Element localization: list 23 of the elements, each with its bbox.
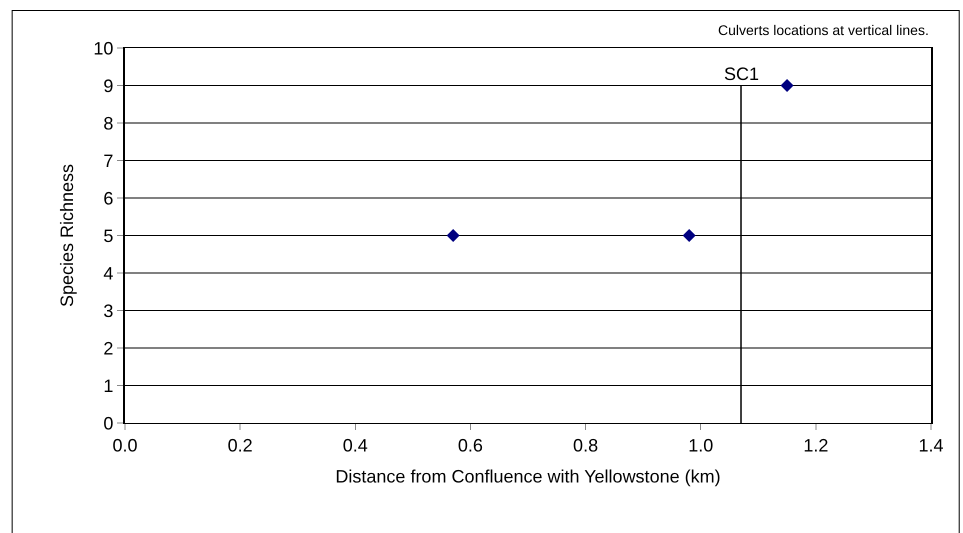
y-tick-label: 9: [103, 76, 114, 96]
y-tick-label: 0: [103, 413, 114, 434]
y-tick-label: 3: [103, 300, 114, 321]
x-tick-label: 0.8: [573, 436, 598, 456]
y-axis-title: Species Richness: [57, 164, 78, 308]
ref-line-label: SC1: [724, 64, 760, 84]
y-tick-label: 2: [103, 338, 114, 358]
y-tick-label: 1: [103, 376, 114, 396]
y-tick-label: 8: [103, 113, 114, 134]
x-tick-label: 0.6: [458, 436, 483, 456]
x-tick-label: 1.0: [688, 436, 714, 456]
x-axis-title: Distance from Confluence with Yellowstone (km): [335, 466, 721, 487]
x-tick-label: 1.2: [803, 436, 828, 456]
y-tick-label: 7: [103, 150, 114, 171]
y-tick-label: 5: [103, 226, 114, 246]
y-tick-label: 6: [103, 188, 114, 208]
text: Culverts locations at vertical lines.: [718, 22, 929, 38]
y-tick-label: 4: [103, 263, 114, 284]
x-tick-label: 0.4: [342, 436, 368, 456]
x-tick-label: 0.0: [112, 436, 138, 456]
y-tick-label: 10: [93, 38, 114, 58]
x-tick-label: 1.4: [918, 436, 944, 456]
x-tick-label: 0.2: [228, 436, 253, 456]
